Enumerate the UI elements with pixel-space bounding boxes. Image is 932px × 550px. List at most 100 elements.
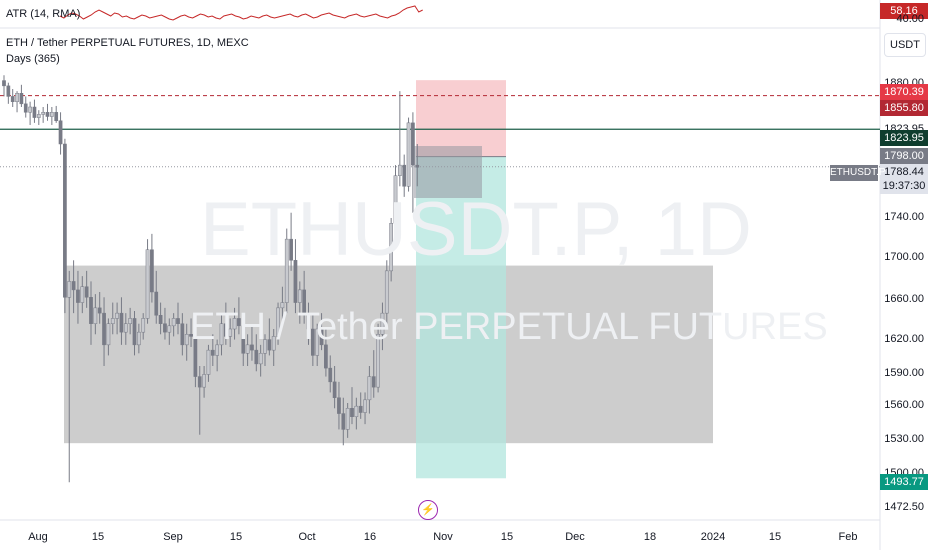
name-watermark: ETH / Tether PERPETUAL FUTURES (190, 306, 828, 348)
time-axis-label: 15 (229, 531, 243, 543)
candle-body (254, 349, 259, 365)
candle-body (97, 307, 102, 314)
candle-body (411, 122, 415, 166)
price-axis-label: 1740.00 (884, 211, 924, 223)
candle-body (132, 318, 137, 346)
candle-body (123, 323, 128, 333)
candle-body (284, 238, 289, 303)
time-axis-label: 15 (500, 531, 514, 543)
candle-body (354, 405, 359, 417)
candle-body (306, 315, 311, 330)
candle-body (180, 323, 185, 346)
candle-body (93, 307, 98, 324)
candle-body (302, 289, 306, 316)
candle-body (10, 96, 15, 102)
candle-body (67, 281, 72, 298)
candle-body (276, 307, 280, 337)
time-axis-label: 18 (643, 531, 657, 543)
candle-body (128, 318, 133, 324)
candle-body (350, 408, 354, 417)
time-axis-label: Oct (298, 531, 316, 543)
candle-body (328, 367, 333, 383)
chart-subtitle[interactable]: Days (365) (6, 53, 60, 65)
candle-body (45, 112, 50, 117)
candle-body (237, 318, 241, 327)
horizontal-level-tag: 1823.95 (880, 130, 928, 146)
price-axis-label: 1530.00 (884, 433, 924, 445)
stop-zone (416, 80, 506, 157)
candle-body (245, 344, 250, 354)
candle-body (241, 325, 246, 354)
candle-body (206, 349, 211, 375)
candle-body (163, 323, 167, 333)
target-price-tag: 1493.77 (880, 474, 928, 490)
candle-body (393, 175, 398, 224)
candle-body (28, 106, 32, 113)
candle-body (311, 328, 315, 356)
dashed-level-tag: 1855.80 (880, 100, 928, 116)
current-price-tag: 1788.44 (880, 164, 928, 180)
lightning-icon[interactable]: ⚡ (418, 500, 438, 520)
candle-body (115, 312, 119, 319)
candle-body (171, 318, 176, 327)
currency-button[interactable]: USDT (884, 33, 926, 57)
symbol-tag: ETHUSDT.P (830, 165, 886, 181)
candle-body (406, 122, 411, 187)
time-axis-label: 16 (363, 531, 377, 543)
entry-price-tag: 1798.00 (880, 148, 928, 164)
candle-body (6, 85, 11, 97)
candle-body (337, 397, 341, 414)
candle-body (19, 93, 24, 105)
candle-body (80, 286, 85, 303)
candle-body (389, 223, 393, 272)
indicator-label[interactable]: ATR (14, RMA) (6, 8, 81, 20)
candle-body (76, 289, 80, 303)
candle-body (293, 260, 298, 303)
candle-body (297, 289, 302, 303)
candle-body (315, 328, 320, 356)
candle-body (102, 312, 106, 346)
candle-body (150, 249, 154, 293)
candle-body (398, 164, 402, 176)
candle-body (184, 334, 189, 346)
candle-body (263, 339, 267, 354)
price-axis-label: 1590.00 (884, 367, 924, 379)
atr-value-tag: 58.16 (880, 3, 928, 19)
candle-body (202, 374, 206, 388)
time-axis-label: Dec (565, 531, 585, 543)
candle-body (380, 312, 385, 335)
stop-price-tag: 1870.39 (880, 84, 928, 100)
time-axis-label: Feb (838, 531, 858, 543)
price-axis-label: 1560.00 (884, 399, 924, 411)
candle-body (54, 112, 59, 121)
candle-body (280, 302, 285, 309)
target-zone (416, 156, 506, 479)
candle-body (332, 381, 337, 398)
candle-body (319, 328, 324, 346)
time-axis-label: Aug (28, 531, 48, 543)
time-axis-label: 2024 (700, 531, 726, 543)
candle-body (110, 318, 115, 324)
candle-body (84, 286, 89, 298)
atr-line (59, 5, 423, 21)
candle-body (189, 334, 193, 337)
candle-body (384, 270, 389, 314)
price-axis-label: 1660.00 (884, 293, 924, 305)
candle-body (106, 323, 111, 346)
candle-body (167, 325, 172, 333)
candle-body (376, 334, 380, 388)
candle-body (224, 323, 228, 337)
candle-body (137, 331, 141, 346)
candle-body (197, 376, 202, 388)
price-axis-label: 1620.00 (884, 333, 924, 345)
chart-title[interactable]: ETH / Tether PERPETUAL FUTURES, 1D, MEXC (6, 37, 249, 49)
candle-body (215, 344, 220, 356)
candle-body (402, 164, 407, 187)
candle-body (41, 112, 45, 115)
time-axis-label: 15 (91, 531, 105, 543)
candle-body (71, 281, 76, 291)
candle-body (289, 238, 293, 261)
candle-body (154, 291, 159, 316)
candle-body (267, 339, 272, 351)
